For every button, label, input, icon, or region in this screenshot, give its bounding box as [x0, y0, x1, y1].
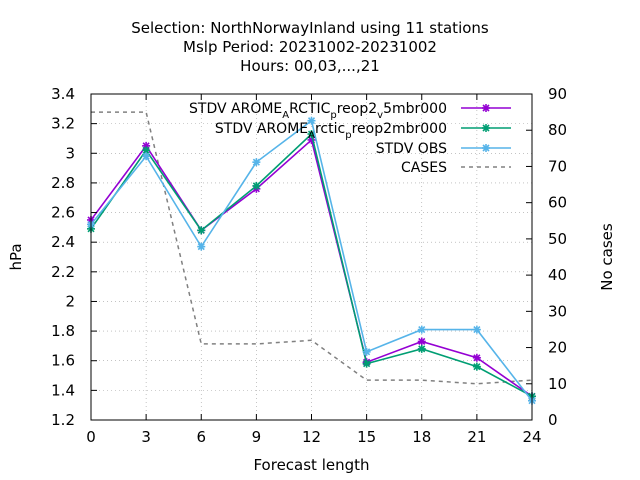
y2-tick-label: 20: [548, 339, 567, 357]
y-tick-label: 2.8: [51, 174, 75, 192]
chart-title: Selection: NorthNorwayInland using 11 st…: [131, 19, 489, 75]
legend-label-1: STDV AROMEARCTICpreop2v5mbr000: [189, 101, 447, 121]
x-tick-label: 3: [141, 428, 151, 446]
title-line-1: Selection: NorthNorwayInland using 11 st…: [131, 19, 489, 37]
legend-marker-1: [482, 104, 490, 112]
y2-tick-label: 90: [548, 85, 567, 103]
title-line-3: Hours: 00,03,...,21: [240, 57, 380, 75]
series-3-point: [197, 242, 206, 251]
series-2-point: [362, 359, 371, 368]
x-axis-label: Forecast length: [253, 456, 369, 474]
x-tick-label: 6: [196, 428, 206, 446]
series-2-point: [417, 344, 426, 353]
y2-axis-label: No cases: [598, 223, 616, 291]
y-axis-label: hPa: [7, 243, 25, 270]
y-tick-label: 2: [65, 292, 75, 310]
series-3-point: [472, 325, 481, 334]
title-line-2: Mslp Period: 20231002-20231002: [183, 38, 437, 56]
x-tick-label: 24: [522, 428, 541, 446]
axis-ticks: 0 3 6 9 12 15 18 21 24 1.2 1.4 1.6 1.8 2 2.2 2.4 2.6 2.8 3…: [51, 85, 567, 446]
series-1-point: [472, 353, 481, 362]
series-2-point: [252, 181, 261, 190]
y-tick-label: 3: [65, 144, 75, 162]
series-line-4: [91, 111, 533, 385]
x-tick-label: 21: [467, 428, 486, 446]
y-tick-label: 2.6: [51, 204, 75, 222]
legend-label-3: STDV OBS: [376, 141, 447, 157]
y-tick-label: 2.4: [51, 233, 75, 251]
series-3-point: [362, 347, 371, 356]
legend-marker-2: [482, 124, 490, 132]
y2-tick-label: 0: [548, 411, 558, 429]
series-1-point: [417, 337, 426, 346]
y-tick-label: 1.6: [51, 352, 75, 370]
y-tick-label: 1.4: [51, 381, 75, 399]
legend-marker-3: [482, 144, 490, 152]
y-tick-label: 3.2: [51, 115, 75, 133]
series-2-point: [472, 362, 481, 371]
series-1-point: [307, 135, 316, 144]
y2-tick-label: 50: [548, 230, 567, 248]
x-tick-label: 18: [412, 428, 431, 446]
y-tick-label: 3.4: [51, 85, 75, 103]
y2-tick-label: 40: [548, 266, 567, 284]
series-3-point: [307, 116, 316, 125]
series-3-point: [417, 325, 426, 334]
y-tick-label: 2.2: [51, 263, 75, 281]
legend-label-2: STDV AROMEArcticpreop2mbr000: [215, 121, 447, 141]
series-3-point: [142, 152, 151, 161]
y2-tick-label: 80: [548, 121, 567, 139]
x-tick-label: 12: [302, 428, 321, 446]
series-2-point: [197, 226, 206, 235]
x-tick-label: 9: [252, 428, 262, 446]
y-tick-label: 1.2: [51, 411, 75, 429]
y2-tick-label: 60: [548, 194, 567, 212]
x-tick-label: 0: [86, 428, 96, 446]
axis-labels: Forecast length hPa No cases: [7, 223, 616, 474]
y-tick-label: 1.8: [51, 322, 75, 340]
y2-tick-label: 10: [548, 375, 567, 393]
series-3-point: [252, 158, 261, 167]
y2-tick-label: 70: [548, 157, 567, 175]
x-tick-label: 15: [357, 428, 376, 446]
legend-label-4: CASES: [401, 160, 447, 176]
y2-tick-label: 30: [548, 302, 567, 320]
